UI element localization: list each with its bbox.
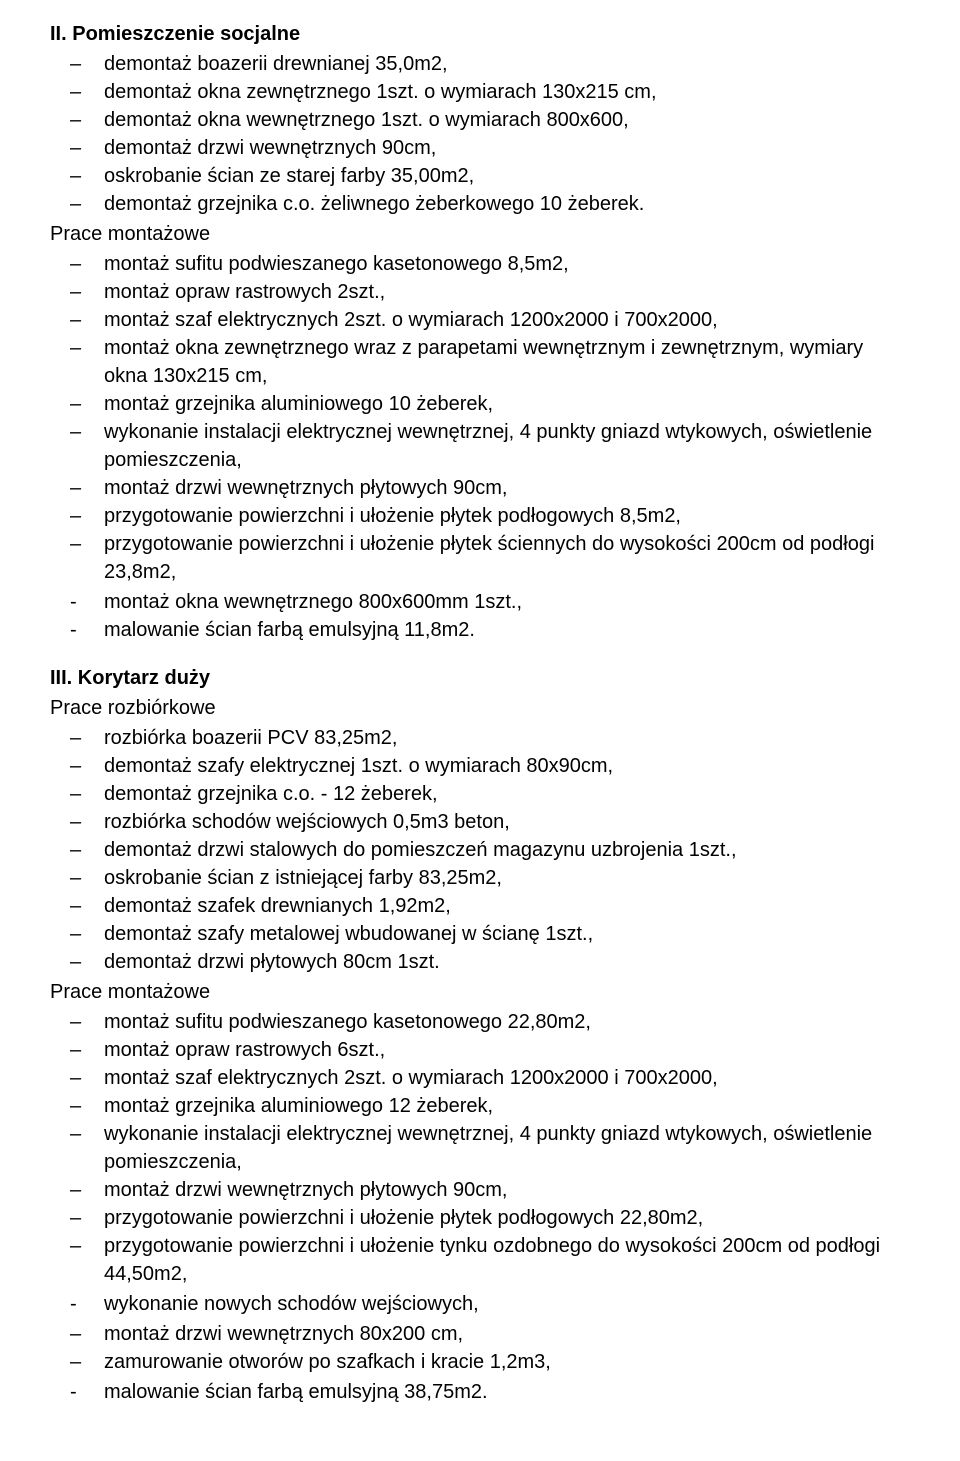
list-item: przygotowanie powierzchni i ułożenie tyn… [50, 1232, 910, 1288]
list-item: przygotowanie powierzchni i ułożenie pły… [50, 530, 910, 586]
list-item: demontaż szafy metalowej wbudowanej w śc… [50, 920, 910, 948]
subheading: Prace rozbiórkowe [50, 694, 910, 722]
list-item: montaż sufitu podwieszanego kasetonowego… [50, 250, 910, 278]
list-item: montaż opraw rastrowych 6szt., [50, 1036, 910, 1064]
section-heading: II. Pomieszczenie socjalne [50, 20, 910, 48]
section-gap [50, 646, 910, 664]
list-item: demontaż szafy elektrycznej 1szt. o wymi… [50, 752, 910, 780]
list-item: montaż drzwi wewnętrznych płytowych 90cm… [50, 474, 910, 502]
hyphen-list: montaż okna wewnętrznego 800x600mm 1szt.… [50, 588, 910, 644]
list-item: rozbiórka schodów wejściowych 0,5m3 beto… [50, 808, 910, 836]
list-item: rozbiórka boazerii PCV 83,25m2, [50, 724, 910, 752]
section-heading: III. Korytarz duży [50, 664, 910, 692]
list-item: przygotowanie powierzchni i ułożenie pły… [50, 1204, 910, 1232]
list-item: montaż sufitu podwieszanego kasetonowego… [50, 1008, 910, 1036]
list-item: przygotowanie powierzchni i ułożenie pły… [50, 502, 910, 530]
hyphen-list: wykonanie nowych schodów wejściowych, [50, 1290, 910, 1318]
list-item: montaż szaf elektrycznych 2szt. o wymiar… [50, 1064, 910, 1092]
list-item: demontaż boazerii drewnianej 35,0m2, [50, 50, 910, 78]
list-item: demontaż grzejnika c.o. żeliwnego żeberk… [50, 190, 910, 218]
list-item: montaż drzwi wewnętrznych płytowych 90cm… [50, 1176, 910, 1204]
list-item: montaż opraw rastrowych 2szt., [50, 278, 910, 306]
document-page: II. Pomieszczenie socjalnedemontaż boaze… [0, 0, 960, 1448]
dash-list: rozbiórka boazerii PCV 83,25m2,demontaż … [50, 724, 910, 976]
list-item: oskrobanie ścian ze starej farby 35,00m2… [50, 162, 910, 190]
list-item: demontaż okna zewnętrznego 1szt. o wymia… [50, 78, 910, 106]
list-item: demontaż szafek drewnianych 1,92m2, [50, 892, 910, 920]
list-item: demontaż drzwi wewnętrznych 90cm, [50, 134, 910, 162]
list-item: montaż grzejnika aluminiowego 10 żeberek… [50, 390, 910, 418]
list-item: montaż grzejnika aluminiowego 12 żeberek… [50, 1092, 910, 1120]
list-item: montaż okna zewnętrznego wraz z parapeta… [50, 334, 910, 390]
list-item: demontaż okna wewnętrznego 1szt. o wymia… [50, 106, 910, 134]
list-item: demontaż drzwi stalowych do pomieszczeń … [50, 836, 910, 864]
list-item: montaż drzwi wewnętrznych 80x200 cm, [50, 1320, 910, 1348]
list-item: malowanie ścian farbą emulsyjną 11,8m2. [50, 616, 910, 644]
dash-list: montaż sufitu podwieszanego kasetonowego… [50, 1008, 910, 1288]
list-item: demontaż drzwi płytowych 80cm 1szt. [50, 948, 910, 976]
hyphen-list: malowanie ścian farbą emulsyjną 38,75m2. [50, 1378, 910, 1406]
subheading: Prace montażowe [50, 978, 910, 1006]
subheading: Prace montażowe [50, 220, 910, 248]
list-item: wykonanie instalacji elektrycznej wewnęt… [50, 418, 910, 474]
list-item: demontaż grzejnika c.o. - 12 żeberek, [50, 780, 910, 808]
dash-list: demontaż boazerii drewnianej 35,0m2,demo… [50, 50, 910, 218]
dash-list: montaż sufitu podwieszanego kasetonowego… [50, 250, 910, 586]
list-item: wykonanie instalacji elektrycznej wewnęt… [50, 1120, 910, 1176]
list-item: zamurowanie otworów po szafkach i kracie… [50, 1348, 910, 1376]
list-item: wykonanie nowych schodów wejściowych, [50, 1290, 910, 1318]
list-item: montaż okna wewnętrznego 800x600mm 1szt.… [50, 588, 910, 616]
dash-list: montaż drzwi wewnętrznych 80x200 cm,zamu… [50, 1320, 910, 1376]
list-item: oskrobanie ścian z istniejącej farby 83,… [50, 864, 910, 892]
list-item: malowanie ścian farbą emulsyjną 38,75m2. [50, 1378, 910, 1406]
list-item: montaż szaf elektrycznych 2szt. o wymiar… [50, 306, 910, 334]
